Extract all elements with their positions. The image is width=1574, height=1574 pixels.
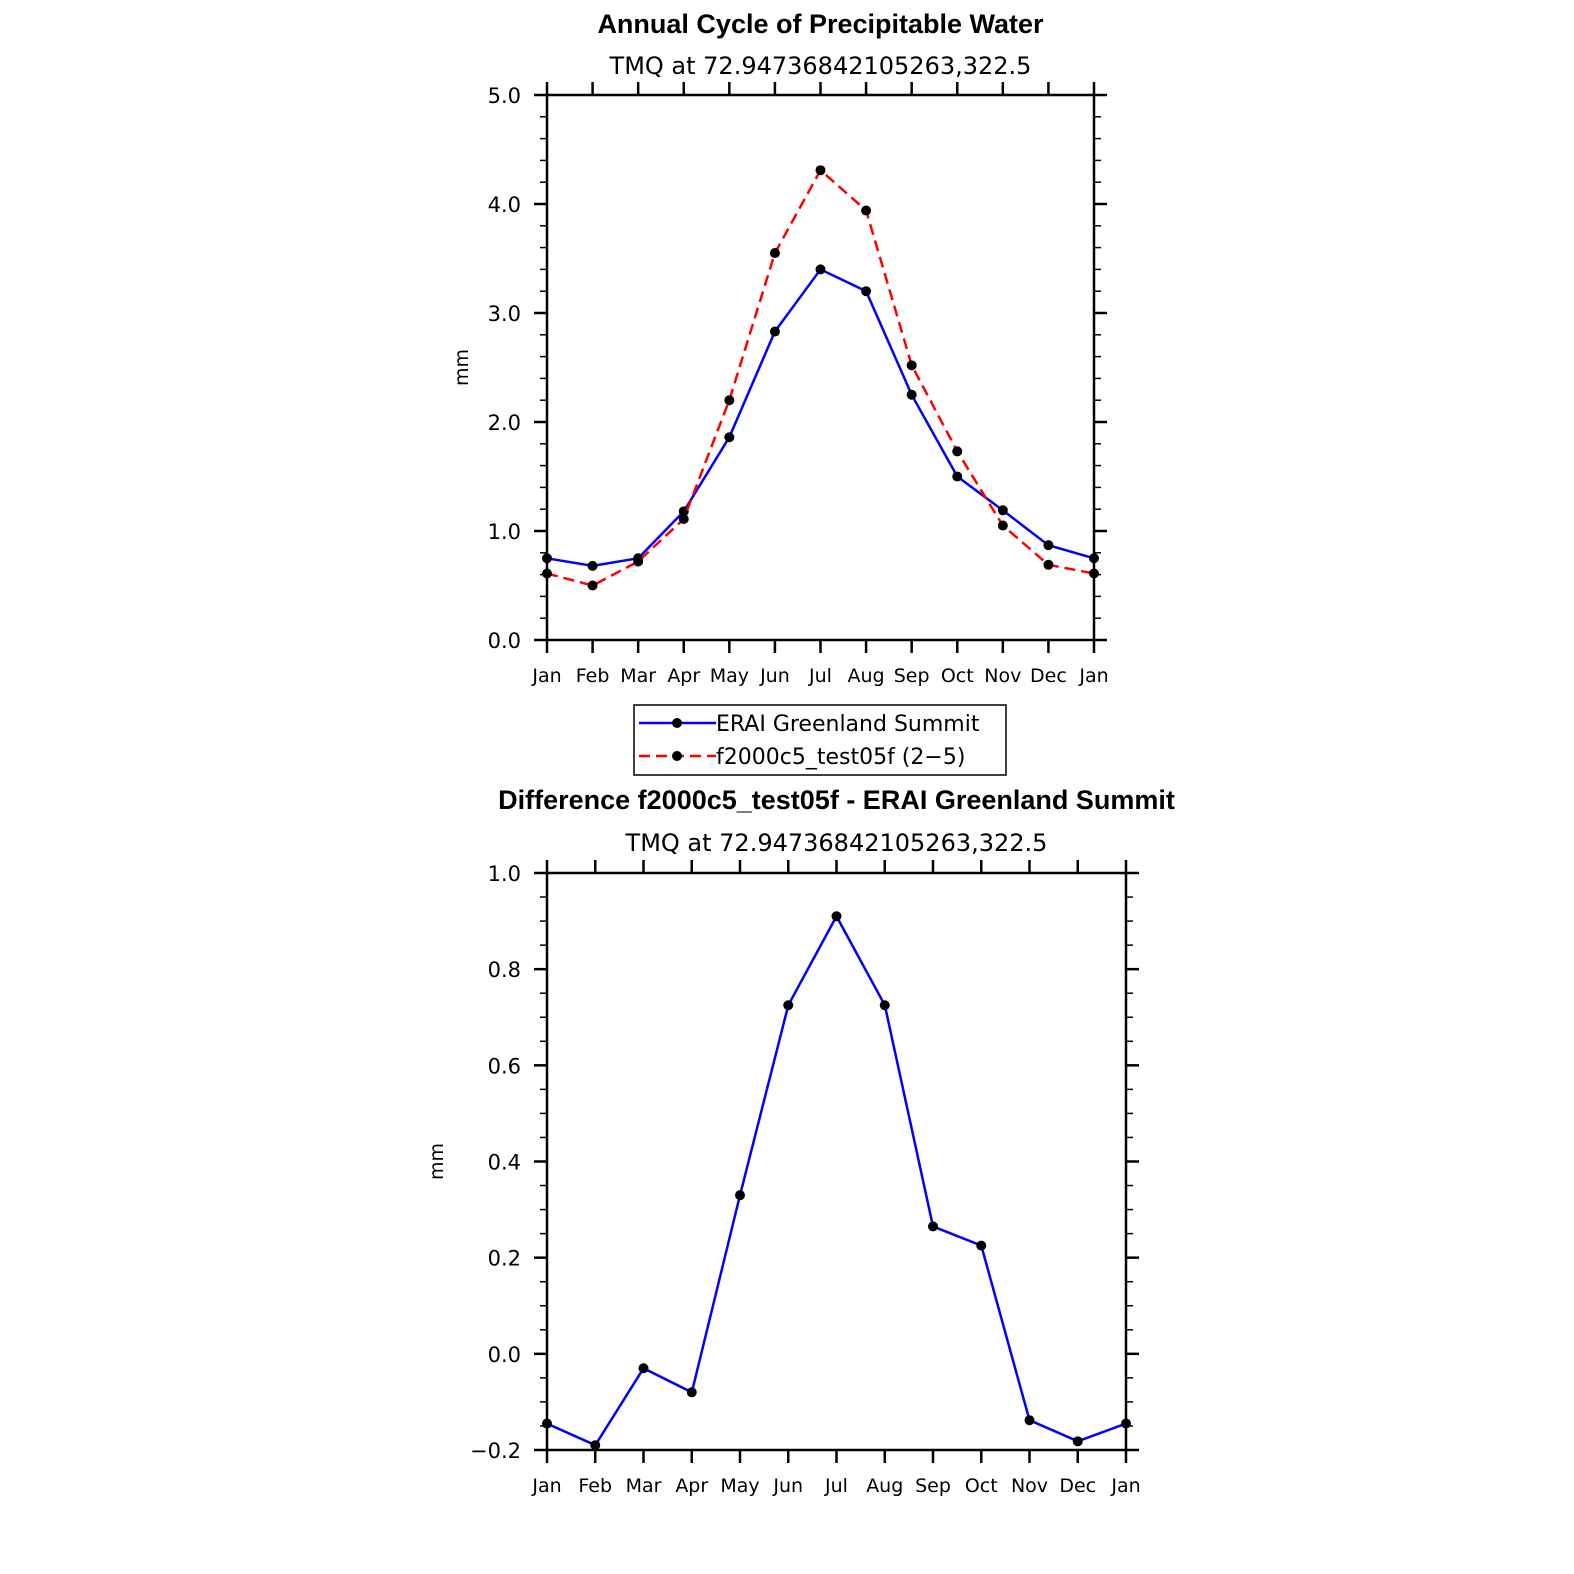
y-tick-label: 0.6 (488, 1054, 521, 1078)
x-tick-label: Dec (1030, 665, 1067, 687)
x-tick-label: May (710, 665, 749, 687)
x-tick-label: Nov (984, 665, 1021, 687)
series-1-point (879, 1000, 890, 1011)
chart-panel-2: Difference f2000c5_test05f - ERAI Greenl… (426, 785, 1175, 1497)
y-tick-label: 2.0 (488, 411, 521, 435)
chart-subtitle: TMQ at 72.94736842105263,322.5 (609, 52, 1032, 80)
series-2-point (861, 205, 872, 216)
series-1-point (769, 326, 780, 337)
x-tick-label: Nov (1011, 1475, 1048, 1497)
x-tick-label: Jul (808, 665, 832, 687)
series-1-point (783, 1000, 794, 1011)
plot-frame (545, 93, 1096, 642)
y-tick-label: 0.4 (488, 1151, 521, 1175)
series-1-point (724, 432, 735, 443)
x-tick-label: Mar (620, 665, 656, 687)
series-1-point (1043, 540, 1054, 551)
series-1-point (976, 1240, 987, 1251)
series-2-point (997, 520, 1008, 531)
y-tick-label: 0.0 (488, 629, 521, 653)
series-1-point (831, 911, 842, 922)
series-2-point (542, 568, 552, 579)
series-1-point (735, 1190, 745, 1201)
chart-title: Annual Cycle of Precipitable Water (597, 9, 1044, 39)
series-1-point (997, 505, 1008, 516)
x-tick-label: Dec (1059, 1475, 1096, 1497)
series-1-point (1121, 1418, 1131, 1429)
x-tick-label: Sep (894, 665, 930, 687)
series-1-point (1072, 1436, 1083, 1447)
x-tick-label: Jul (824, 1475, 848, 1497)
legend-box (633, 704, 1007, 776)
x-tick-label: Jan (1110, 1475, 1140, 1497)
y-tick-label: 0.8 (488, 958, 521, 982)
x-tick-label: Oct (965, 1475, 998, 1497)
x-tick-label: Mar (626, 1475, 662, 1497)
x-tick-label: Sep (915, 1475, 951, 1497)
series-line-1 (546, 267, 1095, 568)
x-tick-label: Apr (667, 665, 700, 687)
chart-title: Difference f2000c5_test05f - ERAI Greenl… (498, 785, 1175, 815)
x-tick-label: Oct (941, 665, 974, 687)
legend-marker-1 (672, 718, 682, 728)
x-tick-label: Feb (578, 1475, 612, 1497)
y-tick-label: 1.0 (488, 520, 521, 544)
legend-entry-1: ERAI Greenland Summit (716, 712, 980, 737)
y-axis-label: mm (426, 1143, 448, 1180)
series-2-point (587, 580, 598, 591)
y-tick-label: 0.2 (488, 1247, 521, 1271)
series-1-point (928, 1221, 938, 1232)
series-2-point (769, 248, 780, 259)
y-axis-label: mm (451, 349, 473, 386)
y-tick-label: 5.0 (488, 84, 521, 108)
y-tick-label: 4.0 (488, 193, 521, 217)
x-tick-label: Jan (531, 665, 561, 687)
x-tick-label: May (720, 1475, 759, 1497)
legend-marker-2 (672, 751, 682, 761)
series-1-point (815, 264, 826, 275)
series-2-point (815, 165, 826, 176)
chart-panel-1: Annual Cycle of Precipitable Water TMQ at… (451, 9, 1109, 776)
x-tick-label: Jun (772, 1475, 803, 1497)
series-2-point (678, 514, 689, 525)
x-tick-label: Jun (759, 665, 790, 687)
series-1-point (587, 560, 598, 571)
series-1-point (861, 286, 872, 297)
series-1-point (590, 1440, 601, 1451)
series-2-point (906, 360, 917, 371)
y-tick-label: 3.0 (488, 302, 521, 326)
series-1-point (1024, 1415, 1035, 1426)
series-1-point (638, 1363, 649, 1374)
legend-entry-2: f2000c5_test05f (2−5) (716, 745, 965, 770)
series-2-point (952, 446, 963, 457)
y-tick-label: 1.0 (488, 862, 521, 886)
series-1-point (906, 389, 917, 400)
series-line-2 (546, 168, 1095, 587)
x-tick-label: Aug (848, 665, 885, 687)
series-1-point (542, 553, 552, 564)
chart-subtitle: TMQ at 72.94736842105263,322.5 (625, 829, 1048, 857)
series-1-point (1089, 553, 1099, 564)
series-2-point (724, 395, 735, 406)
series-1-point (678, 506, 689, 517)
legend: ERAI Greenland Summit f2000c5_test05f (2−… (633, 704, 1007, 776)
series-1-point (686, 1387, 697, 1398)
x-tick-label: Jan (1078, 665, 1108, 687)
series-line-1 (546, 913, 1127, 1447)
y-tick-label: 0.0 (488, 1343, 521, 1367)
y-tick-label: −0.2 (470, 1439, 521, 1463)
plot-frame (545, 871, 1128, 1452)
series-2-point (1089, 568, 1099, 579)
series-2-point (633, 556, 644, 567)
x-tick-label: Feb (576, 665, 610, 687)
series-1-point (952, 471, 963, 482)
series-2-point (1043, 559, 1054, 570)
x-tick-label: Apr (675, 1475, 708, 1497)
x-tick-label: Jan (531, 1475, 561, 1497)
x-tick-label: Aug (866, 1475, 903, 1497)
series-1-point (542, 1418, 552, 1429)
